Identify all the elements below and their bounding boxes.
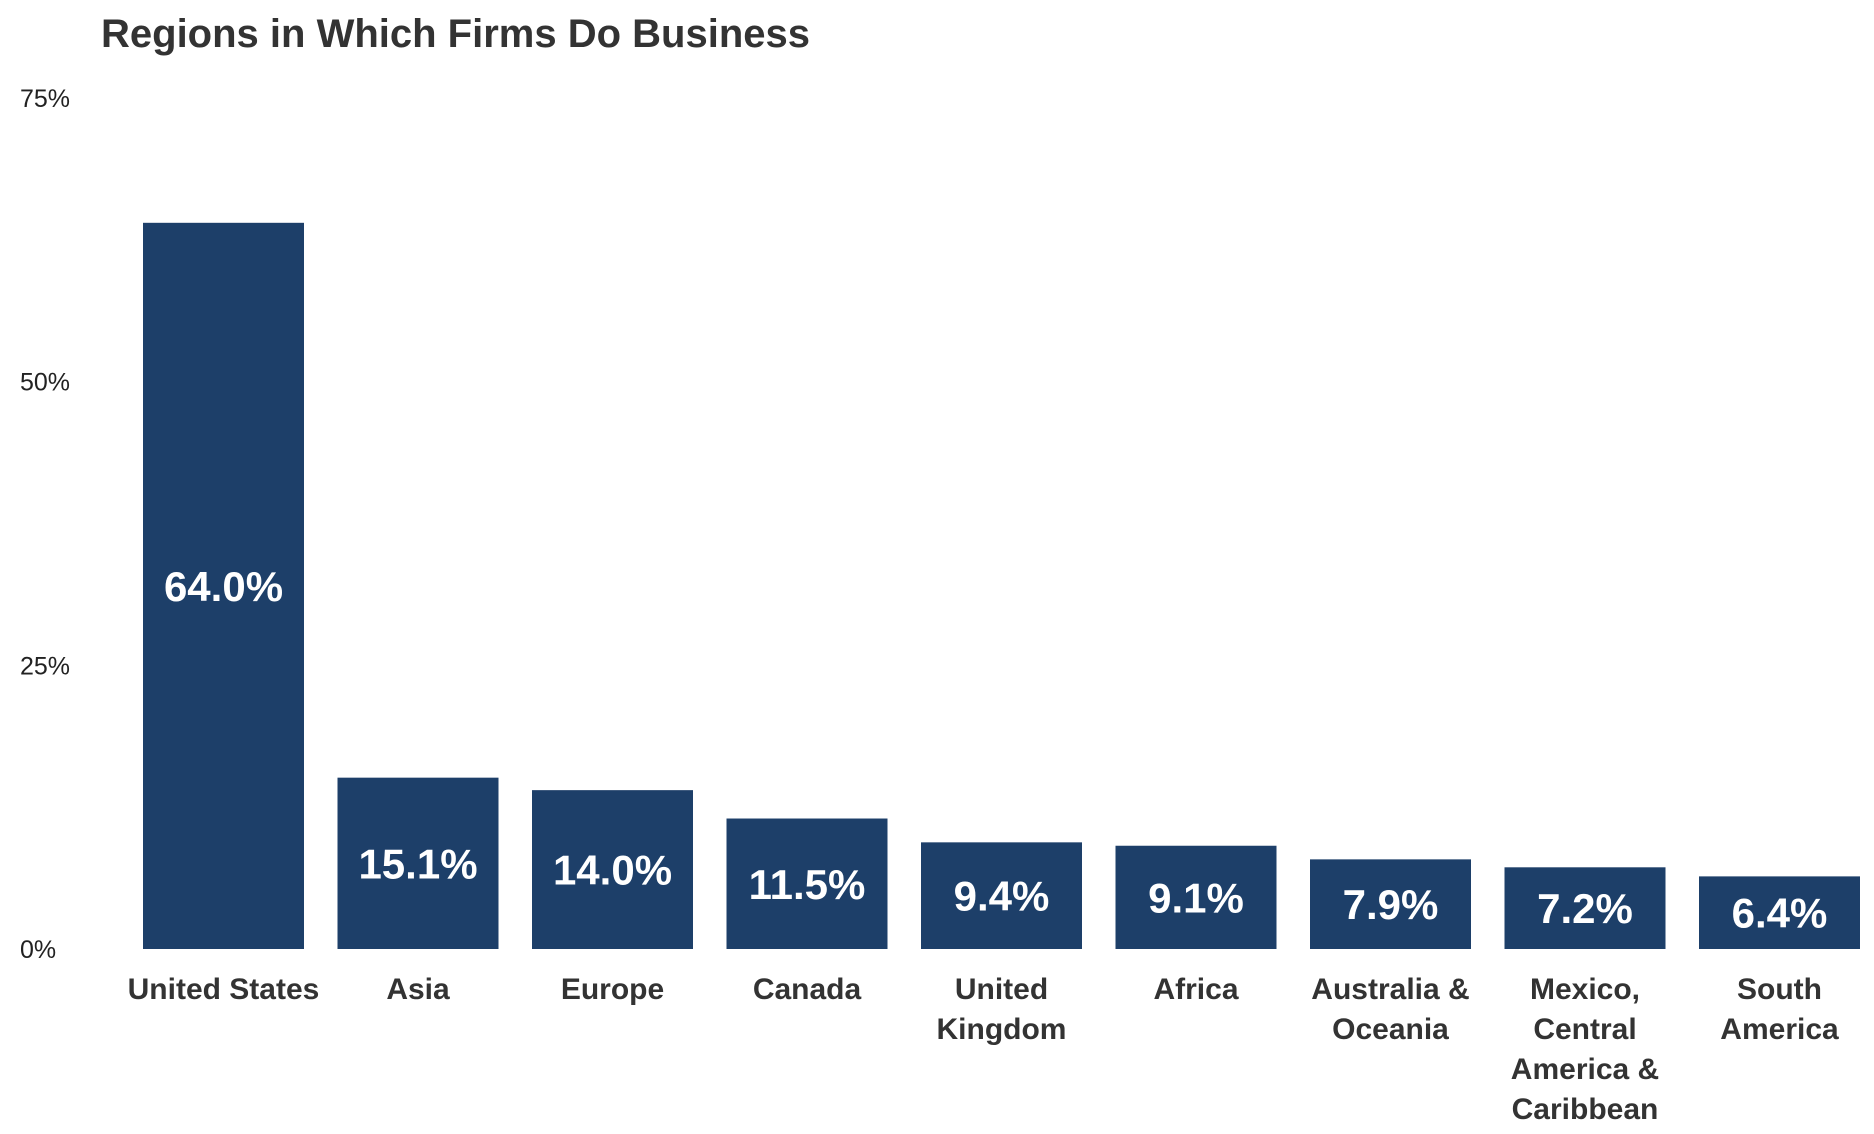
y-tick-label: 25% [20,652,70,680]
y-tick-label: 0% [20,936,56,964]
x-tick-label: Mexico, Central America & Caribbean [1511,973,1659,1126]
bar-value-label: 6.4% [1732,890,1828,937]
bar [1504,867,1666,949]
x-axis: United States Asia Europe Canada United Kingd… [128,973,1839,1126]
y-tick-label: 50% [20,369,70,397]
x-tick-label: South America [1720,973,1839,1046]
bar [337,777,499,949]
y-tick-label: 75% [20,85,70,113]
bar-value-label: 11.5% [749,861,866,908]
x-tick-label: Europe [561,973,664,1006]
x-tick-label: Australia & Oceania [1311,973,1469,1046]
bar [1699,876,1860,949]
x-tick-label: United Kingdom [937,973,1067,1046]
bar [532,790,693,949]
bar-value-label: 7.2% [1537,885,1633,932]
y-axis: 0% 25% 50% 75% [20,85,70,964]
bar-value-labels: 64.0% 15.1% 14.0% 11.5% 9.4% 9.1% 7.9% 7.2% 6.4% [164,563,1827,937]
bar-value-label: 9.1% [1148,874,1244,921]
x-tick-label: Africa [1153,973,1238,1006]
bar-value-label: 15.1% [358,840,477,887]
bar [1310,859,1471,949]
x-tick-label: United States [128,973,320,1006]
bar [726,818,888,949]
x-tick-label: Canada [753,973,862,1006]
bar [921,842,1082,949]
bars [143,222,1860,949]
bar-value-label: 9.4% [954,873,1050,920]
bar-value-label: 64.0% [164,563,283,610]
bar-value-label: 14.0% [553,847,672,894]
bar [143,222,304,949]
bar [1115,845,1277,949]
chart-title: Regions in Which Firms Do Business [101,12,810,56]
bar-value-label: 7.9% [1343,881,1439,928]
x-tick-label: Asia [386,973,450,1006]
